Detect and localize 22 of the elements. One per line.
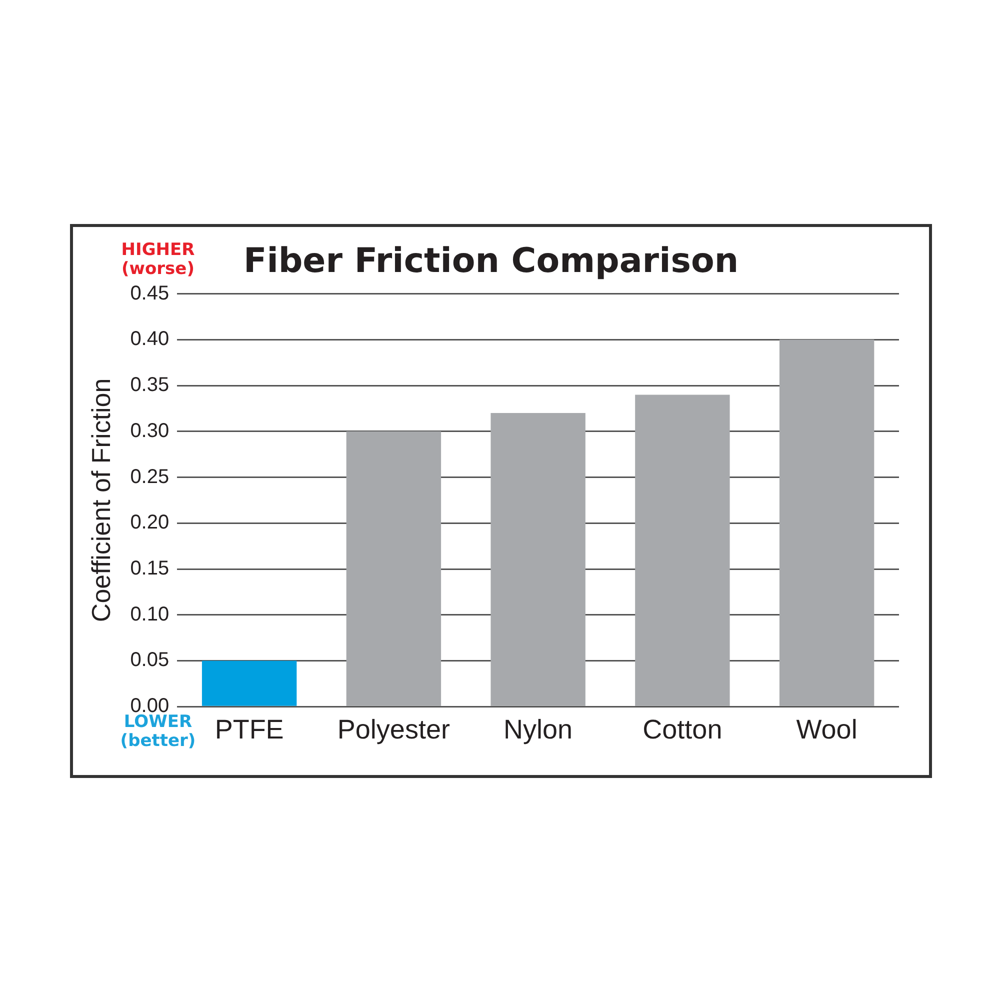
y-tick-label: 0.25 xyxy=(130,466,170,488)
bar xyxy=(490,413,586,706)
y-tick-label: 0.05 xyxy=(130,649,170,672)
y-tick-label: 0.15 xyxy=(130,558,170,580)
y-tick-label: 0.30 xyxy=(130,420,170,442)
chart-title: Fiber Friction Comparison xyxy=(243,241,739,282)
x-tick-label: Polyester xyxy=(337,714,450,744)
bar xyxy=(202,660,297,706)
x-tick-label: Wool xyxy=(796,714,858,744)
x-tick-label: Cotton xyxy=(642,714,722,744)
bar xyxy=(779,340,874,706)
y-axis-title: Coefficient of Friction xyxy=(86,378,116,622)
y-tick-label: 0.20 xyxy=(130,512,170,534)
x-tick-label: Nylon xyxy=(504,714,573,744)
y-tick-label: 0.45 xyxy=(130,282,170,304)
bar xyxy=(346,431,442,706)
text: HIGHER (worse) xyxy=(120,240,196,279)
bar xyxy=(635,394,730,706)
x-tick-label: PTFE xyxy=(214,714,284,744)
y-tick-label: 0.10 xyxy=(130,603,170,626)
y-tick-label: 0.40 xyxy=(130,328,170,350)
y-tick-label: 0.35 xyxy=(130,374,170,396)
